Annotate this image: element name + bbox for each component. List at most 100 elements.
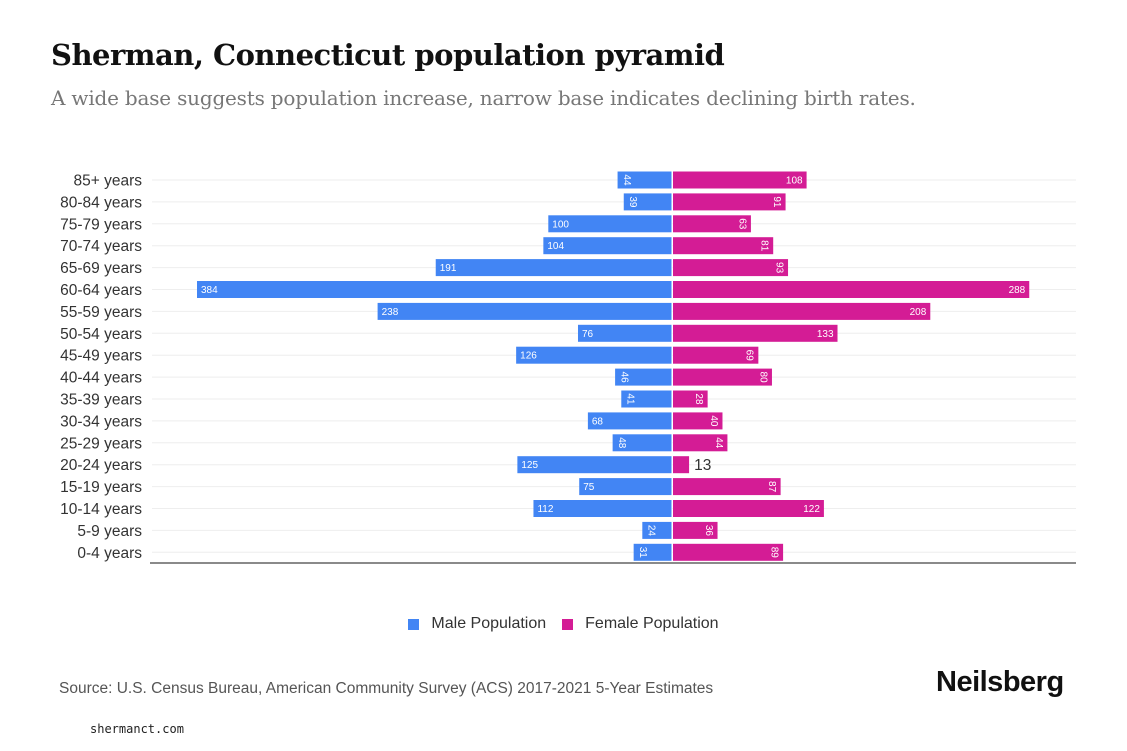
- female-bar: [673, 193, 786, 211]
- male-value-label: 48: [616, 437, 627, 449]
- legend-label-male: Male Population: [431, 615, 547, 632]
- female-value-label: 80: [757, 372, 768, 384]
- male-bar: [615, 368, 672, 386]
- male-value-label: 46: [618, 372, 629, 384]
- population-pyramid-chart: 85+ years 44 108 80-84 years 39 91 75-79 years…: [60, 170, 1076, 564]
- male-bar: [548, 215, 672, 233]
- male-bar: [642, 521, 672, 539]
- male-bar: [533, 500, 672, 517]
- male-bar: [633, 543, 672, 561]
- legend-label-female: Female Population: [585, 615, 719, 632]
- female-bar: [673, 281, 1030, 298]
- male-value-label: 191: [440, 263, 457, 274]
- male-value-label: 238: [382, 307, 399, 318]
- male-value-label: 24: [646, 525, 657, 537]
- female-bar: [673, 368, 772, 386]
- female-value-label: 208: [910, 307, 927, 318]
- category-label: 35-39 years: [60, 392, 142, 409]
- legend: Male Population Female Population: [0, 615, 1127, 633]
- category-label: 65-69 years: [60, 260, 142, 277]
- female-bar: [673, 478, 781, 496]
- legend-item-male[interactable]: Male Population: [408, 615, 546, 633]
- watermark: shermanct.com: [90, 722, 184, 736]
- female-value-label: 63: [736, 218, 747, 230]
- category-label: 25-29 years: [60, 435, 142, 452]
- category-label: 15-19 years: [60, 479, 142, 496]
- female-value-label: 108: [786, 176, 803, 187]
- legend-swatch-male: [408, 618, 420, 630]
- category-label: 5-9 years: [77, 523, 142, 540]
- female-value-label: 87: [766, 481, 777, 493]
- category-label: 40-44 years: [60, 370, 142, 387]
- female-bar: [673, 237, 774, 255]
- male-value-label: 41: [625, 393, 636, 405]
- female-value-label: 122: [803, 504, 820, 515]
- male-bar: [543, 237, 672, 255]
- male-value-label: 126: [520, 351, 537, 362]
- category-label: 55-59 years: [60, 304, 142, 321]
- source-note: Source: U.S. Census Bureau, American Com…: [59, 680, 714, 697]
- female-value-label: 93: [773, 262, 784, 274]
- female-bar: [673, 215, 751, 233]
- male-bar: [617, 171, 672, 189]
- female-bar: [673, 259, 789, 277]
- female-value-label: 81: [759, 240, 770, 252]
- male-value-label: 68: [592, 416, 604, 427]
- female-bar: [673, 324, 838, 342]
- category-label: 80-84 years: [60, 194, 142, 211]
- category-label: 0-4 years: [77, 545, 142, 562]
- male-value-label: 44: [621, 174, 632, 186]
- female-bar: [673, 171, 807, 189]
- male-bar: [517, 456, 672, 474]
- male-value-label: 104: [547, 241, 564, 252]
- male-bar: [579, 478, 672, 496]
- male-bar: [621, 390, 672, 408]
- female-value-label: 133: [817, 329, 834, 340]
- female-bar: [673, 434, 728, 452]
- male-value-label: 384: [201, 285, 218, 296]
- category-label: 75-79 years: [60, 216, 142, 233]
- chart-subtitle: A wide base suggests population increase…: [51, 86, 916, 110]
- male-bar: [587, 412, 672, 430]
- category-label: 20-24 years: [60, 457, 142, 474]
- male-bar: [435, 259, 672, 277]
- female-value-label: 91: [771, 196, 782, 208]
- male-value-label: 100: [552, 219, 569, 230]
- male-value-label: 125: [521, 460, 538, 471]
- female-value-label: 13: [694, 457, 711, 474]
- male-value-label: 75: [583, 482, 595, 493]
- category-label: 60-64 years: [60, 282, 142, 299]
- male-value-label: 76: [582, 329, 594, 340]
- brand-logo: Neilsberg: [936, 666, 1064, 698]
- legend-item-female[interactable]: Female Population: [562, 615, 719, 633]
- male-bar: [197, 281, 672, 298]
- female-bar: [673, 302, 931, 320]
- category-label: 30-34 years: [60, 413, 142, 430]
- male-bar: [577, 324, 672, 342]
- female-bar: [673, 543, 784, 561]
- category-label: 50-54 years: [60, 326, 142, 343]
- female-value-label: 44: [713, 437, 724, 449]
- category-label: 85+ years: [73, 173, 142, 190]
- chart-title: Sherman, Connecticut population pyramid: [51, 38, 725, 72]
- female-bar: [673, 346, 759, 364]
- category-label: 45-49 years: [60, 348, 142, 365]
- female-bar: [673, 500, 824, 517]
- male-value-label: 31: [637, 547, 648, 559]
- female-value-label: 36: [703, 525, 714, 537]
- female-value-label: 69: [744, 350, 755, 362]
- female-bar: [673, 521, 718, 539]
- female-value-label: 40: [708, 415, 719, 427]
- male-bar: [612, 434, 672, 452]
- female-value-label: 89: [768, 547, 779, 559]
- male-bar: [623, 193, 672, 211]
- male-value-label: 112: [537, 504, 553, 515]
- female-value-label: 28: [693, 393, 704, 405]
- male-bar: [516, 346, 672, 364]
- female-bar: [673, 456, 690, 474]
- legend-swatch-female: [562, 618, 574, 630]
- category-label: 70-74 years: [60, 238, 142, 255]
- category-label: 10-14 years: [60, 501, 142, 518]
- female-bar: [673, 412, 723, 430]
- female-bar: [673, 390, 708, 408]
